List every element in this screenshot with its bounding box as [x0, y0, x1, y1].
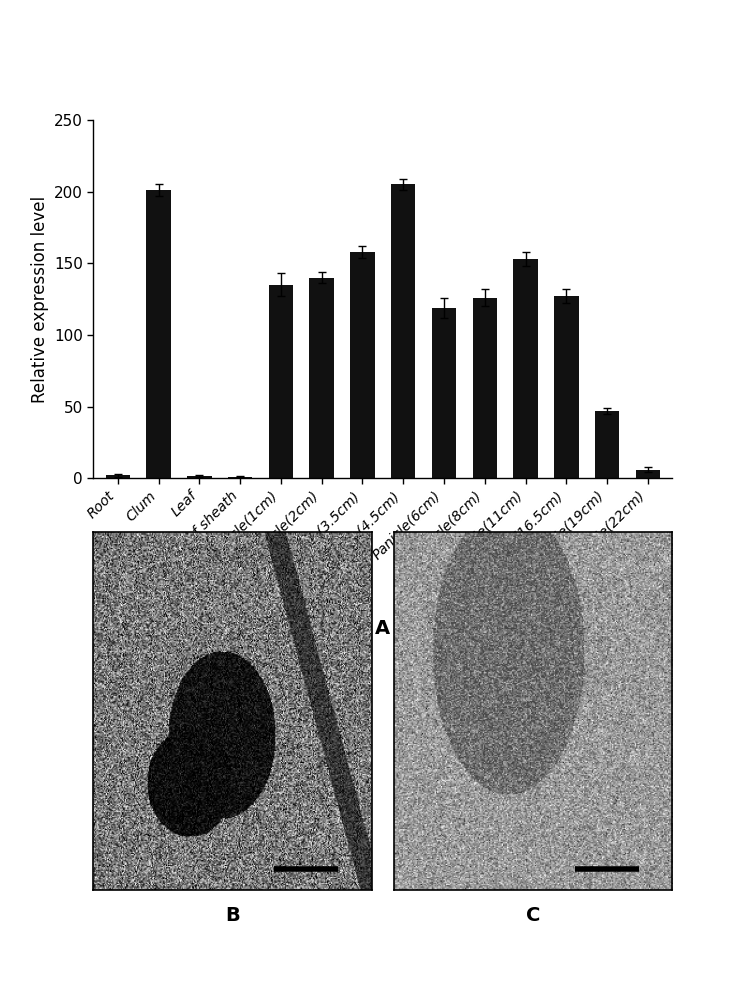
Bar [309, 278, 334, 478]
Bar [350, 252, 375, 478]
Bar [391, 184, 415, 478]
Bar [595, 411, 619, 478]
Y-axis label: Relative expression level: Relative expression level [31, 196, 49, 403]
Bar [554, 296, 578, 478]
Bar [105, 475, 130, 478]
Bar [269, 285, 293, 478]
Bar [432, 308, 456, 478]
Bar [187, 476, 211, 478]
Bar [146, 190, 171, 478]
Bar [636, 470, 660, 478]
Bar [228, 477, 252, 478]
Text: A: A [375, 619, 391, 638]
Text: B: B [225, 906, 240, 925]
Text: C: C [526, 906, 540, 925]
Bar [473, 298, 497, 478]
Bar [513, 259, 538, 478]
